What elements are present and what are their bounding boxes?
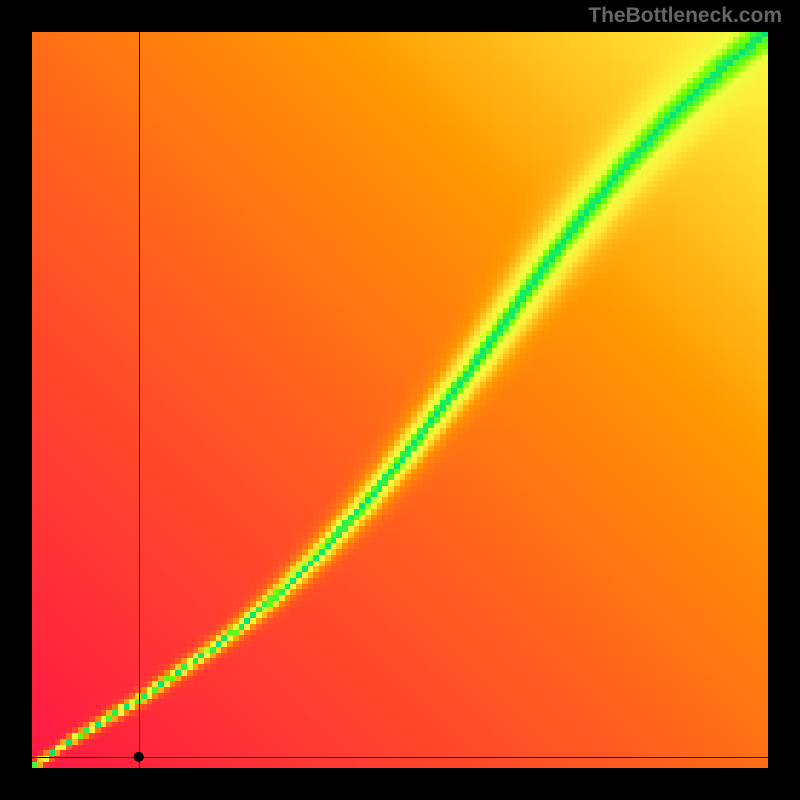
bottleneck-heatmap [32, 32, 768, 768]
watermark-text: TheBottleneck.com [588, 4, 782, 28]
chart-container: { "watermark": { "text": "TheBottleneck.… [0, 0, 800, 800]
